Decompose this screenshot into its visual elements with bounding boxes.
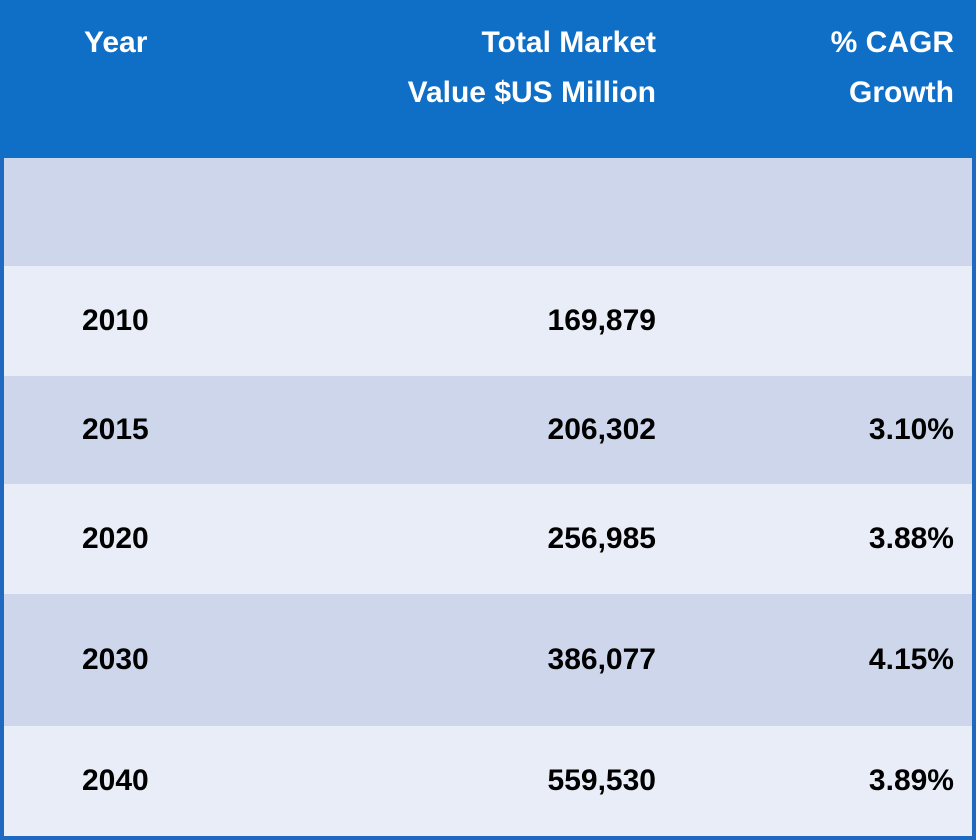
table-row: 2020 256,985 3.88% xyxy=(4,484,972,594)
cell-cagr: 3.10% xyxy=(868,413,954,446)
table-row: 2030 386,077 4.15% xyxy=(4,594,972,726)
header-cagr-line-2: Growth xyxy=(849,76,954,109)
cell-cagr: 3.89% xyxy=(868,764,954,797)
cell-value: 256,985 xyxy=(547,522,656,555)
cell-cagr: 3.88% xyxy=(868,522,954,555)
cell-year: 2030 xyxy=(82,643,149,676)
header-cagr-line-1: % CAGR xyxy=(830,26,954,59)
table-row: 2015 206,302 3.10% xyxy=(4,376,972,484)
header-value-line-2: Value $US Million xyxy=(407,76,656,109)
cell-value: 169,879 xyxy=(547,304,656,337)
cell-year: 2040 xyxy=(82,764,149,797)
cell-cagr: 4.15% xyxy=(868,643,954,676)
header-cagr-growth: % CAGR Growth xyxy=(831,18,954,118)
table-row: 2040 559,530 3.89% xyxy=(4,726,972,836)
header-total-market-value: Total Market Value $US Million xyxy=(408,18,656,118)
cell-value: 559,530 xyxy=(547,764,656,797)
cell-year: 2020 xyxy=(82,522,149,555)
table-row xyxy=(4,158,972,266)
cell-value: 206,302 xyxy=(547,413,656,446)
table-header: Year Total Market Value $US Million % CA… xyxy=(0,0,976,158)
header-year-label: Year xyxy=(84,26,148,59)
header-year: Year xyxy=(84,18,147,68)
cell-value: 386,077 xyxy=(547,643,656,676)
cell-year: 2010 xyxy=(82,304,149,337)
header-value-line-1: Total Market xyxy=(481,26,656,59)
table-row: 2010 169,879 xyxy=(4,266,972,376)
cell-year: 2015 xyxy=(82,413,149,446)
